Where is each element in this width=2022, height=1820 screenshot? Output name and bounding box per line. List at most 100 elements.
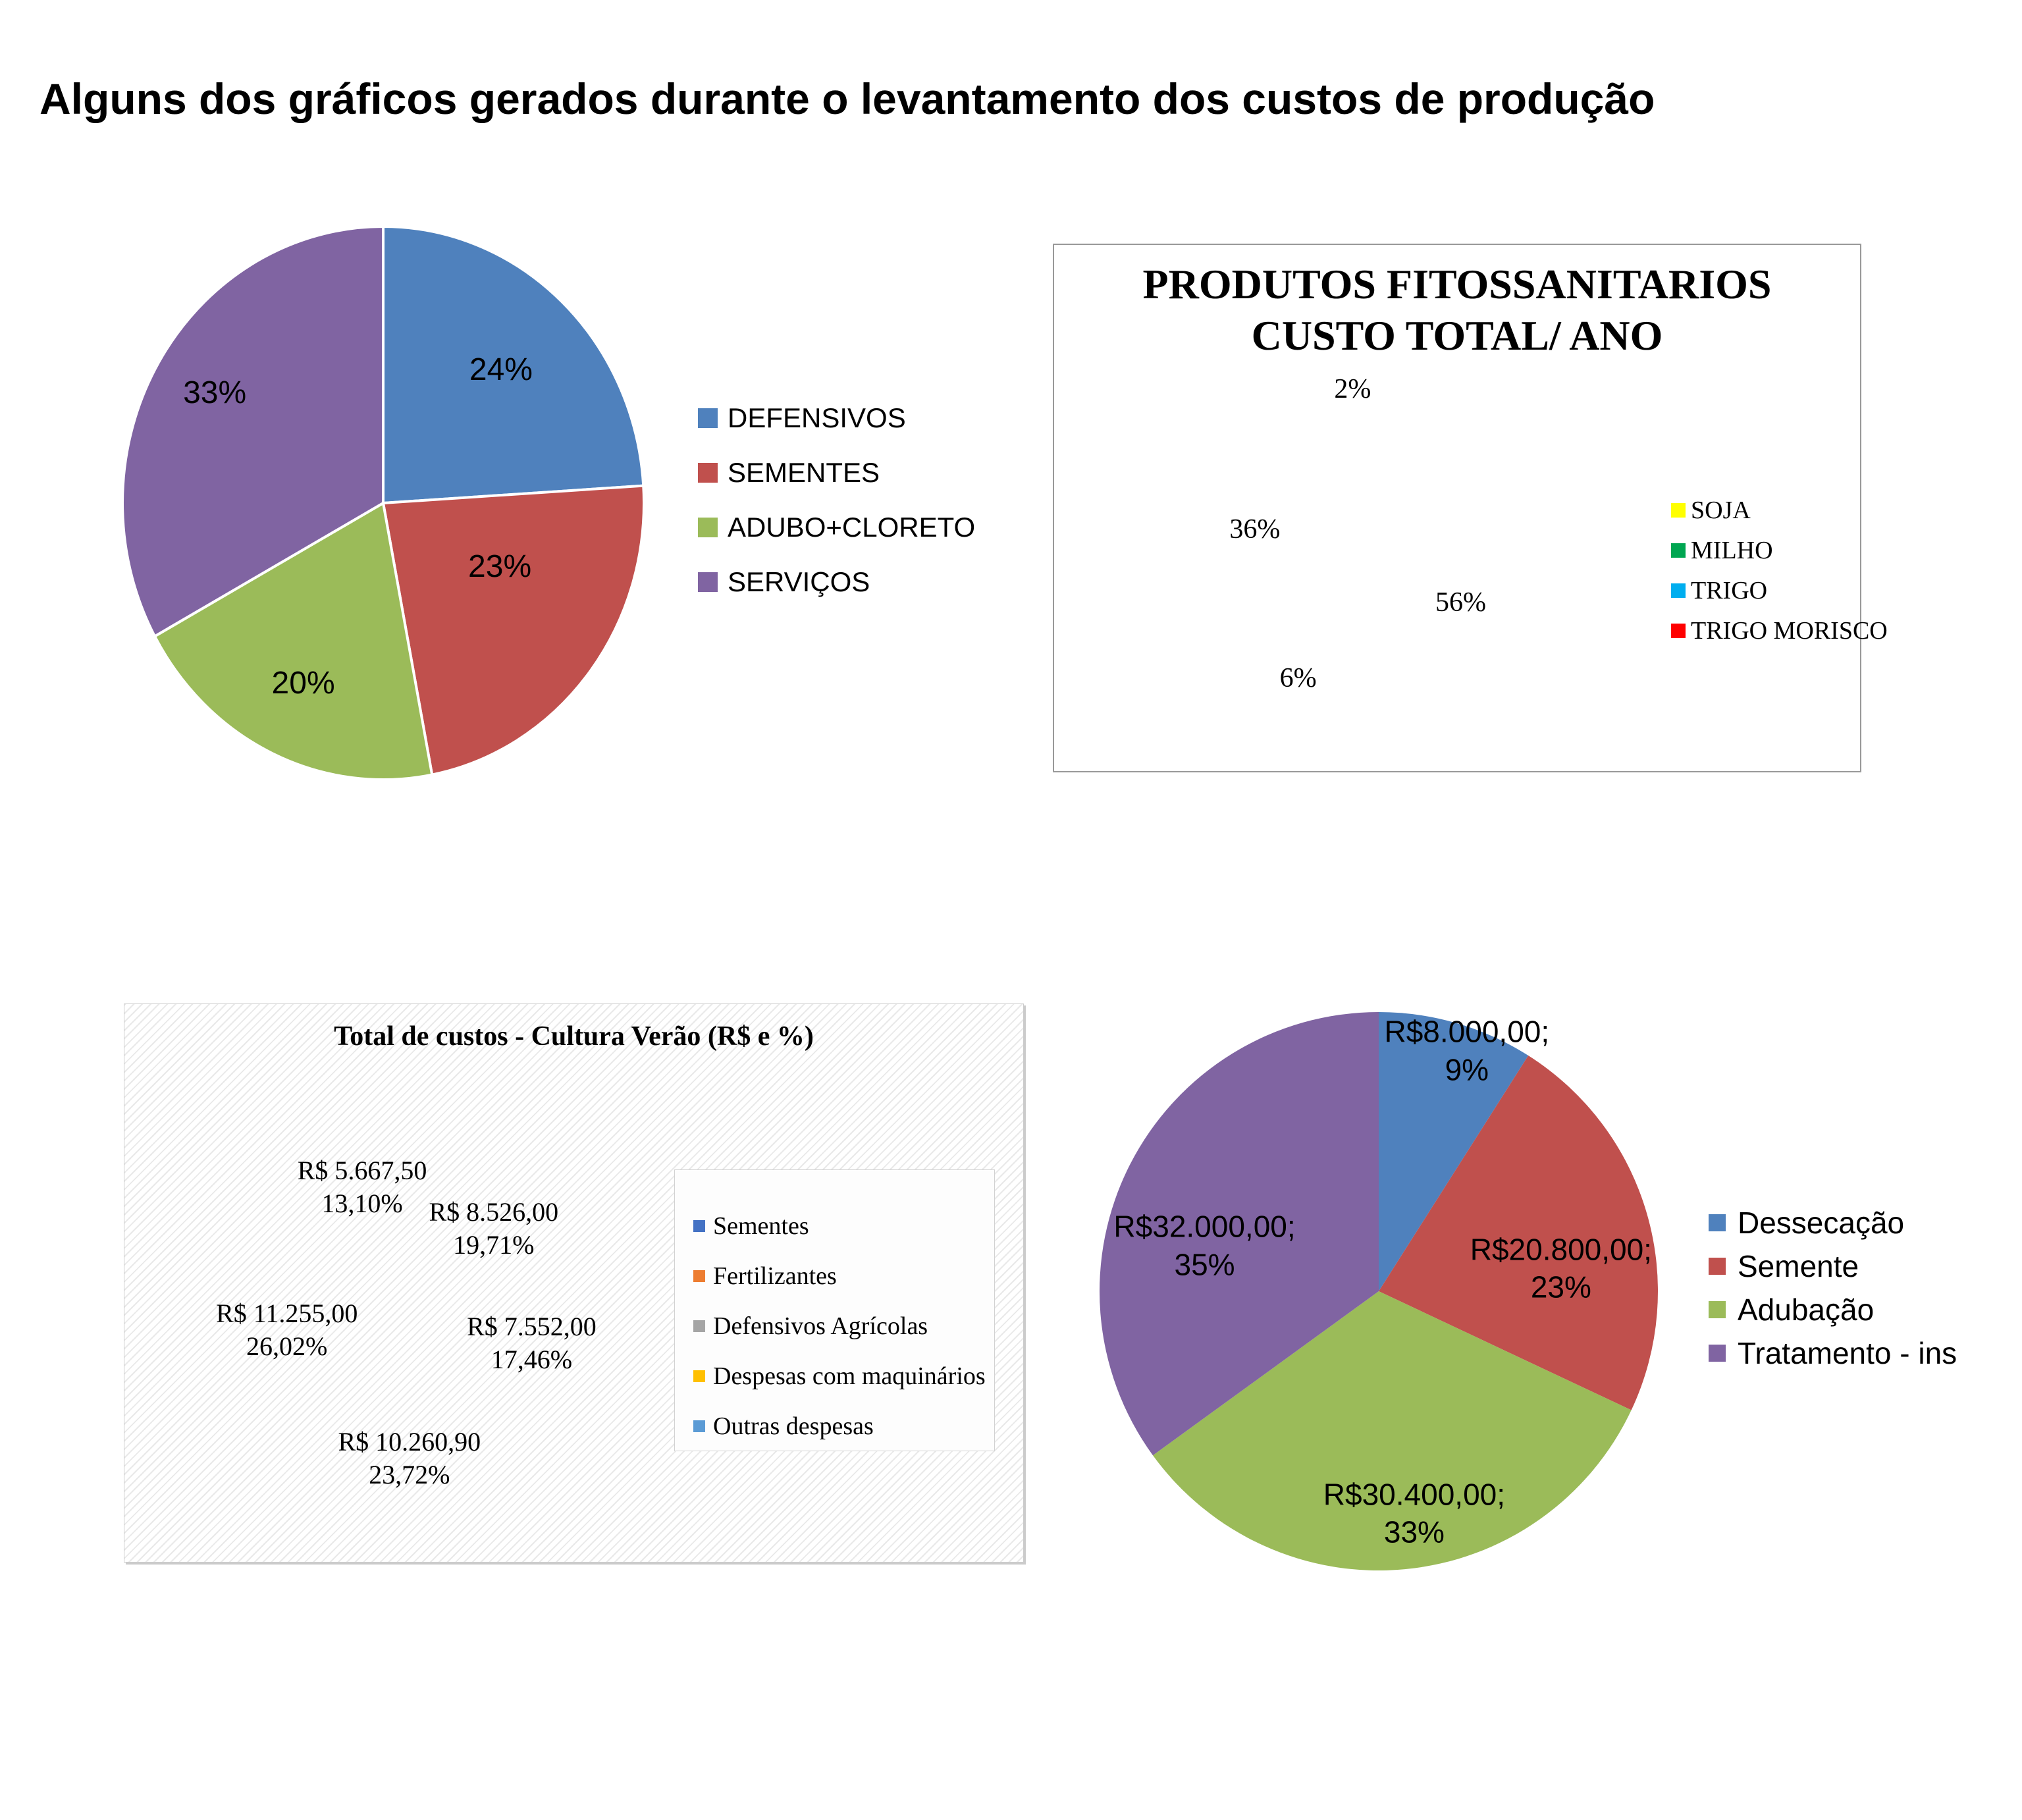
slice-label-despesas-com-maquin-rios: R$ 11.255,00 26,02% [216,1297,358,1363]
pie-slice-tratamento-ins [1100,1012,1379,1456]
chart2-frame [1053,244,1861,772]
legend-label: DEFENSIVOS [728,402,906,433]
legend-label: Dessecação [1738,1206,1905,1240]
legend-item-tratamento-ins: Tratamento - ins [1709,1331,1957,1375]
legend-item-aduba-o: Adubação [1709,1288,1957,1331]
slice-label-line: 33% [183,375,247,411]
legend-label: MILHO [1691,536,1773,564]
legend-swatch-icon [698,408,718,428]
legend-swatch-icon [1709,1301,1726,1318]
legend-c2: SOJA MILHO TRIGO TRIGO MORISCO [1671,490,1888,651]
pie-chart-custos-producao [120,224,647,782]
legend-swatch-icon [693,1270,705,1282]
pie-c1 [121,225,645,781]
pie-slice-aduba-o [1152,1291,1632,1570]
slice-label-line: 23,72% [369,1459,450,1489]
pie-slice-servi-os [121,225,385,638]
legend-label: ADUBO+CLORETO [728,511,976,543]
slice-label-line: 2% [1334,373,1371,404]
slice-label-line: R$ 10.260,90 [338,1426,481,1457]
slice-label-line: 56% [1435,587,1487,618]
slice-label-line: 26,02% [246,1331,328,1362]
legend-swatch-icon [693,1220,705,1232]
legend-swatch-icon [693,1370,705,1382]
legend-swatch-icon [1671,543,1686,558]
slice-label-line: R$ 7.552,00 [467,1311,597,1341]
legend-label: Sementes [713,1212,809,1240]
chart2-title-line2: CUSTO TOTAL/ ANO [1251,312,1663,359]
slice-label-line: 19,71% [453,1230,535,1260]
legend-item-fertilizantes: Fertilizantes [693,1251,994,1301]
slice-label-sementes: R$ 8.526,00 19,71% [429,1196,558,1262]
legend-item-defensivos-agr-colas: Defensivos Agrícolas [693,1301,994,1351]
slice-label-line: R$ 5.667,50 [297,1156,427,1186]
slice-label-adubo-cloreto: 20% [272,664,335,703]
slice-label-desseca-o: R$8.000,00; 9% [1385,1013,1550,1089]
slice-label-line: 6% [1279,662,1317,693]
slice-label-line: 9% [1445,1052,1489,1087]
legend-item-outras-despesas: Outras despesas [693,1401,994,1451]
slice-label-defensivos-agr-colas: R$ 10.260,90 23,72% [338,1426,481,1491]
legend-label: Tratamento - ins [1738,1336,1957,1370]
slice-label-defensivos: 24% [469,350,533,390]
legend-swatch-icon [1671,583,1686,598]
slice-label-line: R$8.000,00; [1384,1014,1550,1049]
legend-item-trigo: TRIGO [1671,570,1888,610]
chart2-title: PRODUTOS FITOSSANITARIOS CUSTO TOTAL/ AN… [1053,259,1861,361]
legend-item-despesas-com-maquin-rios: Despesas com maquinários [693,1351,994,1401]
slice-label-line: 13,10% [321,1189,403,1219]
legend-label: Adubação [1738,1293,1875,1327]
slice-label-aduba-o: R$30.400,00; 33% [1323,1476,1505,1551]
legend-item-sementes: Sementes [693,1201,994,1251]
pie-slice-sementes [382,484,645,776]
slice-label-line: 24% [469,352,533,387]
legend-swatch-icon [1671,623,1686,638]
legend-label: Fertilizantes [713,1262,837,1290]
slice-label-line: 20% [271,665,335,701]
slice-label-line: 23% [468,549,532,584]
slice-label-servi-os: 33% [183,373,246,413]
pie-chart-custos-operacoes [1099,1011,1659,1571]
pie-slice-adubo-cloreto [153,502,434,781]
legend-swatch-icon [693,1420,705,1432]
legend-label: Semente [1738,1249,1859,1283]
legend-label: Despesas com maquinários [713,1362,986,1390]
legend-item-servi-os: SERVIÇOS [698,554,975,609]
legend-swatch-icon [1709,1214,1726,1231]
legend-label: SEMENTES [728,456,880,488]
slice-label-sementes: 23% [468,547,531,587]
pie-slice-desseca-o [1379,1012,1529,1291]
legend-swatch-icon [693,1320,705,1332]
legend-item-milho: MILHO [1671,530,1888,570]
pie-slice-semente [1379,1056,1659,1410]
legend-swatch-icon [698,517,718,537]
legend-c4: Dessecação Semente Adubação Tratamento - in… [1709,1201,1957,1375]
slice-label-line: 36% [1229,514,1281,545]
slice-label-semente: R$20.800,00; 23% [1470,1231,1652,1306]
legend-c1: DEFENSIVOS SEMENTES ADUBO+CLORETO SERVIÇOS [698,390,975,609]
legend-label: Defensivos Agrícolas [713,1312,928,1340]
slice-label-trigo-morisco: 2% [1334,371,1371,406]
legend-swatch-icon [698,572,718,592]
legend-swatch-icon [1709,1258,1726,1275]
slice-label-line: 35% [1174,1247,1235,1282]
slice-label-fertilizantes: R$ 7.552,00 17,46% [467,1310,597,1376]
slice-label-tratamento-ins: R$32.000,00; 35% [1113,1208,1295,1284]
slice-label-line: R$ 11.255,00 [216,1298,358,1329]
legend-item-defensivos: DEFENSIVOS [698,390,975,445]
chart3-title: Total de custos - Cultura Verão (R$ e %) [334,1021,814,1052]
legend-item-semente: Semente [1709,1245,1957,1288]
slice-label-line: R$20.800,00; [1470,1232,1652,1267]
page-title: Alguns dos gráficos gerados durante o le… [40,74,1655,123]
legend-label: Outras despesas [713,1412,874,1440]
legend-item-adubo-cloreto: ADUBO+CLORETO [698,500,975,554]
slice-label-line: R$32.000,00; [1113,1209,1296,1244]
slice-label-line: R$30.400,00; [1323,1477,1506,1512]
slice-label-milho: 6% [1280,661,1317,696]
legend-item-sementes: SEMENTES [698,445,975,500]
slice-label-line: R$ 8.526,00 [429,1197,559,1227]
legend-swatch-icon [1709,1345,1726,1362]
legend-label: SOJA [1691,496,1751,524]
legend-item-trigo-morisco: TRIGO MORISCO [1671,610,1888,651]
slice-label-line: 17,46% [491,1344,573,1374]
